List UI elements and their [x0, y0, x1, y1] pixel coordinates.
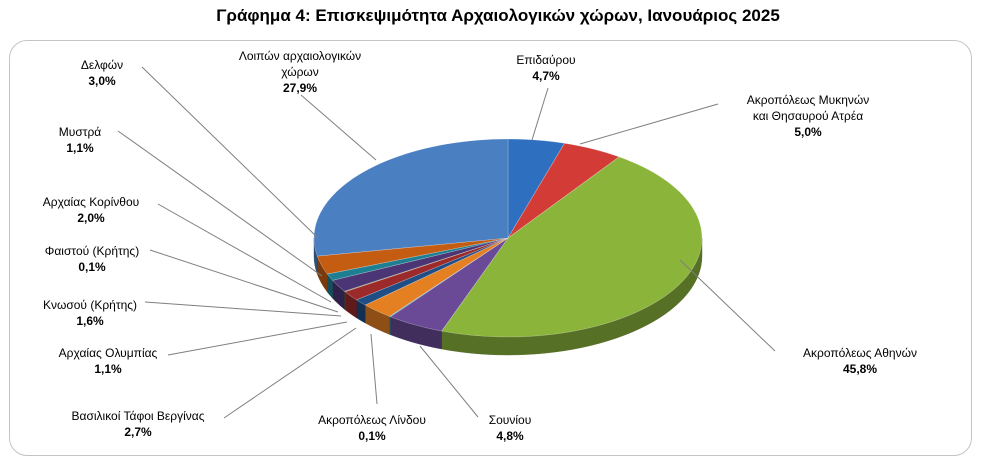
- slice-name: Αρχαίας Κορίνθου: [42, 195, 140, 209]
- slice-label-8: Φαιστού (Κρήτης) 0,1%: [45, 243, 139, 275]
- leader-line-8: [149, 249, 339, 313]
- slice-name: Σουνίου: [488, 413, 532, 427]
- slice-label-12: Λοιπών αρχαιολογικών χώρων 27,9%: [239, 48, 361, 96]
- pie-top: [313, 138, 703, 338]
- leader-line-11: [141, 66, 319, 239]
- slice-label-11: Δελφών 3,0%: [81, 57, 123, 89]
- slice-label-10: Μυστρά 1,1%: [59, 124, 101, 156]
- slice-percent: 0,1%: [78, 260, 106, 274]
- slice-name: Λοιπών αρχαιολογικών χώρων: [238, 49, 362, 79]
- slice-label-0: Επιδαύρου 4,7%: [516, 52, 575, 84]
- slice-name: Βασιλικοί Τάφοι Βεργίνας: [71, 409, 205, 423]
- slice-percent: 2,7%: [124, 425, 152, 439]
- chart-title: Γράφημα 4: Επισκεψιμότητα Αρχαιολογικών …: [216, 6, 780, 25]
- leader-line-2: [679, 259, 776, 352]
- leader-lines: [117, 66, 776, 419]
- leader-line-7: [144, 301, 342, 317]
- leader-line-1: [579, 103, 719, 145]
- pie-slice-6: [355, 237, 509, 306]
- pie-slice-11: [316, 237, 509, 275]
- slice-name: Ακροπόλεως Μυκηνών και Θησαυρού Ατρέα: [746, 93, 870, 123]
- leader-line-0: [531, 87, 549, 141]
- slice-name: Δελφών: [80, 58, 124, 72]
- slice-label-3: Σουνίου 4,8%: [489, 412, 532, 444]
- slice-label-7: Κνωσού (Κρήτης) 1,6%: [43, 297, 137, 329]
- pie-slice-12: [313, 138, 509, 257]
- slice-label-6: Αρχαίας Ολυμπίας 1,1%: [59, 345, 158, 377]
- pie-slice-3: [389, 237, 509, 332]
- slice-name: Φαιστού (Κρήτης): [44, 244, 140, 258]
- leader-line-10: [117, 130, 323, 277]
- slice-name: Επιδαύρου: [516, 53, 576, 67]
- leader-line-4: [370, 333, 378, 405]
- slice-percent: 0,1%: [358, 429, 386, 443]
- leader-line-5: [223, 327, 357, 419]
- slice-label-9: Αρχαίας Κορίνθου 2,0%: [43, 194, 139, 226]
- slice-name: Αρχαίας Ολυμπίας: [58, 346, 158, 360]
- slice-name: Ακροπόλεως Αθηνών: [803, 346, 917, 360]
- slice-percent: 4,8%: [496, 429, 524, 443]
- leader-line-6: [167, 321, 348, 356]
- slice-percent: 1,6%: [76, 314, 104, 328]
- slice-percent: 4,7%: [532, 69, 560, 83]
- leader-line-9: [157, 203, 332, 303]
- slice-percent: 1,1%: [66, 141, 94, 155]
- slice-label-5: Βασιλικοί Τάφοι Βεργίνας 2,7%: [72, 408, 205, 440]
- pie-slice-1: [507, 142, 620, 239]
- pie-slice-2: [441, 156, 703, 338]
- pie-slice-0: [507, 138, 566, 240]
- slice-name: Κνωσού (Κρήτης): [42, 298, 138, 312]
- slice-percent: 27,9%: [282, 81, 318, 95]
- slice-percent: 5,0%: [794, 125, 822, 139]
- slice-percent: 2,0%: [77, 211, 105, 225]
- pie-slice-5: [364, 237, 509, 317]
- slice-percent: 45,8%: [842, 362, 878, 376]
- leader-line-3: [419, 345, 479, 418]
- chart-frame: [9, 40, 972, 456]
- slice-name: Ακροπόλεως Λίνδου: [318, 413, 426, 427]
- slice-label-4: Ακροπόλεως Λίνδου 0,1%: [318, 412, 426, 444]
- slice-percent: 3,0%: [88, 74, 116, 88]
- slice-name: Μυστρά: [58, 125, 102, 139]
- slice-percent: 1,1%: [94, 362, 122, 376]
- leader-line-12: [300, 94, 377, 161]
- slice-label-1: Ακροπόλεως Μυκηνών και Θησαυρού Ατρέα 5,0%: [747, 92, 870, 140]
- slice-label-2: Ακροπόλεως Αθηνών 45,8%: [803, 345, 917, 377]
